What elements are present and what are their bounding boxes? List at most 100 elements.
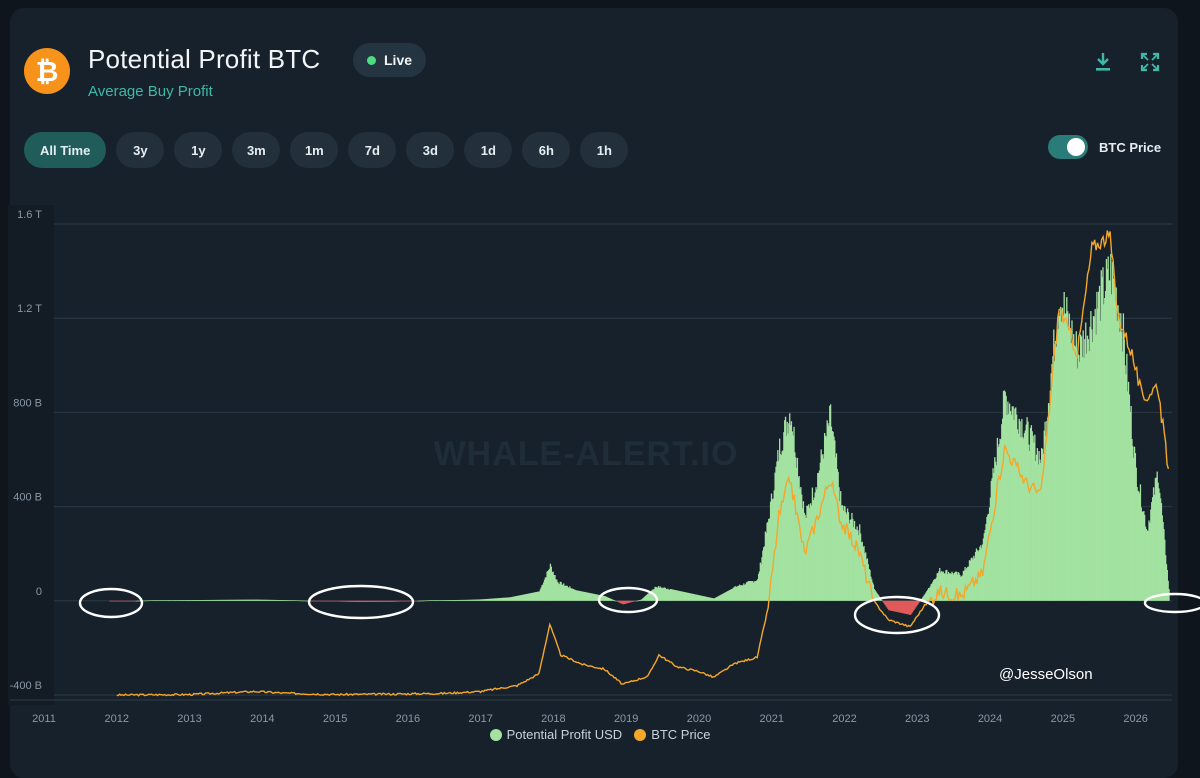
profit-bar — [873, 589, 875, 601]
profit-bar — [1116, 320, 1118, 601]
profit-bar — [995, 465, 998, 601]
fullscreen-icon[interactable] — [1138, 50, 1162, 74]
profit-bar — [401, 600, 404, 602]
profit-bar — [242, 599, 245, 601]
profit-bar — [738, 584, 741, 601]
profit-bar — [466, 599, 469, 601]
profit-bar — [748, 581, 750, 601]
profit-bar — [660, 587, 662, 601]
tab-7d[interactable]: 7d — [348, 132, 397, 168]
btc-price-toggle[interactable] — [1048, 135, 1088, 159]
profit-bar — [1044, 421, 1046, 601]
profit-bar — [688, 592, 690, 601]
profit-bar — [431, 600, 433, 601]
profit-bar — [1073, 334, 1075, 601]
profit-bar — [515, 596, 518, 601]
profit-bar — [331, 600, 333, 602]
profit-bar — [165, 600, 167, 601]
legend-item-btc-price[interactable]: BTC Price — [634, 727, 710, 742]
profit-bar — [686, 592, 688, 601]
profit-bar — [1077, 353, 1079, 601]
profit-bar — [180, 600, 182, 601]
profit-bar — [724, 592, 727, 601]
profit-bar — [534, 592, 536, 601]
profit-bar — [577, 590, 580, 601]
tab-3y[interactable]: 3y — [116, 132, 165, 168]
profit-bar — [499, 598, 501, 601]
tab-1d[interactable]: 1d — [464, 132, 513, 168]
profit-bar — [615, 600, 617, 602]
profit-bar — [563, 583, 565, 601]
download-icon[interactable] — [1091, 50, 1115, 74]
tab-1y[interactable]: 1y — [174, 132, 223, 168]
profit-bar — [544, 577, 547, 601]
profit-bar — [500, 597, 503, 601]
profit-bar — [837, 471, 839, 601]
profit-bar — [150, 600, 152, 601]
profit-bar — [478, 599, 480, 601]
profit-bar — [1089, 326, 1091, 601]
profit-bar — [580, 591, 582, 601]
tab-all-time[interactable]: All Time — [24, 132, 107, 168]
profit-bar — [1123, 339, 1125, 601]
profit-bar — [689, 593, 692, 601]
profit-bar — [117, 600, 119, 602]
profit-bar — [906, 600, 908, 615]
profit-bar — [829, 404, 832, 601]
profit-bar — [359, 600, 361, 602]
profit-bar — [1029, 427, 1032, 601]
profit-bar — [999, 438, 1001, 601]
profit-bar — [1084, 339, 1086, 601]
profit-bar — [786, 421, 788, 601]
profit-bar — [503, 597, 505, 601]
profit-bar — [460, 599, 462, 601]
profit-bar — [987, 514, 989, 601]
profit-bar — [1071, 320, 1073, 601]
profit-bar — [419, 600, 421, 602]
profit-bar — [1066, 311, 1069, 601]
legend-item-potential-profit[interactable]: Potential Profit USD — [489, 727, 622, 742]
profit-bar — [234, 599, 237, 601]
profit-bar — [561, 585, 563, 601]
profit-bar — [769, 501, 772, 601]
profit-bar — [1076, 368, 1078, 601]
potential-profit-chart[interactable]: WHALE-ALERT.IO -400 B 0 400 B 800 B 1.2 T 1.6… — [0, 195, 1200, 725]
tab-1h[interactable]: 1h — [580, 132, 629, 168]
profit-bar — [675, 590, 678, 601]
profit-bar — [812, 500, 814, 601]
tab-3d[interactable]: 3d — [406, 132, 455, 168]
profit-bar — [614, 600, 617, 602]
profit-bar — [192, 600, 194, 601]
profit-bar — [1022, 436, 1024, 601]
profit-bar — [663, 588, 665, 601]
profit-bar — [277, 599, 280, 601]
profit-bar — [350, 600, 353, 602]
profit-bar — [740, 585, 742, 601]
profit-bar — [1063, 292, 1065, 601]
profit-bar — [689, 593, 691, 601]
profit-bar — [789, 413, 791, 601]
profit-bar — [588, 592, 590, 601]
profit-bar — [696, 594, 699, 601]
profit-bar — [248, 599, 250, 601]
profit-bar — [1047, 403, 1050, 601]
profit-bar — [1062, 315, 1064, 601]
profit-bar — [451, 600, 453, 601]
profit-bar — [795, 467, 798, 601]
profit-bar — [593, 593, 596, 601]
tab-3m[interactable]: 3m — [232, 132, 281, 168]
profit-bar — [257, 599, 259, 601]
profit-bar — [827, 423, 829, 601]
profit-bar — [382, 600, 385, 602]
profit-bar — [888, 600, 890, 611]
profit-bar — [279, 600, 282, 601]
tab-1m[interactable]: 1m — [290, 132, 339, 168]
profit-bar — [699, 595, 701, 601]
profit-bar — [778, 460, 780, 601]
profit-bar — [605, 596, 607, 601]
tab-6h[interactable]: 6h — [522, 132, 571, 168]
profit-bar — [402, 600, 405, 602]
profit-bar — [207, 599, 210, 601]
profit-bar — [1151, 502, 1153, 601]
profit-bar — [1050, 373, 1052, 601]
